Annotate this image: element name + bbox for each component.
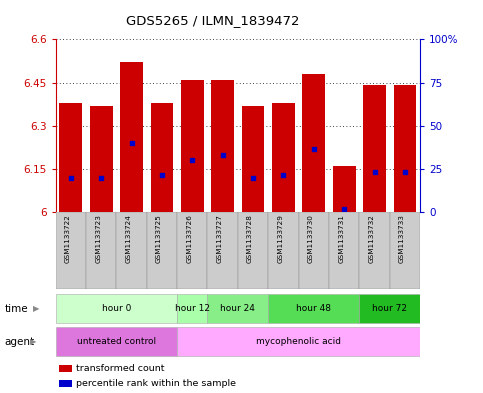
Bar [59, 103, 82, 212]
Bar [181, 80, 204, 212]
Text: hour 24: hour 24 [220, 304, 256, 313]
Bar [86, 212, 116, 289]
Text: ▶: ▶ [33, 304, 39, 313]
Bar [56, 327, 177, 356]
Bar [208, 212, 238, 289]
Text: hour 72: hour 72 [372, 304, 407, 313]
Text: GSM1133723: GSM1133723 [95, 215, 101, 263]
Bar [268, 294, 359, 323]
Bar [56, 212, 86, 289]
Bar [298, 212, 329, 289]
Text: ▶: ▶ [30, 337, 36, 346]
Text: mycophenolic acid: mycophenolic acid [256, 337, 341, 346]
Bar [302, 74, 325, 212]
Bar [359, 294, 420, 323]
Text: GSM1133727: GSM1133727 [217, 215, 223, 263]
Text: time: time [5, 303, 28, 314]
Text: hour 12: hour 12 [175, 304, 210, 313]
Bar [177, 327, 420, 356]
Text: GSM1133722: GSM1133722 [65, 215, 71, 263]
Bar [151, 103, 173, 212]
Text: agent: agent [5, 336, 35, 347]
Text: GSM1133733: GSM1133733 [399, 215, 405, 263]
Text: GSM1133724: GSM1133724 [126, 215, 131, 263]
Bar [59, 380, 72, 387]
Bar [268, 212, 298, 289]
Bar [177, 294, 208, 323]
Bar [177, 212, 208, 289]
Text: hour 48: hour 48 [297, 304, 331, 313]
Bar [147, 212, 177, 289]
Text: untreated control: untreated control [77, 337, 156, 346]
Bar [359, 212, 390, 289]
Bar [59, 365, 72, 372]
Text: GSM1133730: GSM1133730 [308, 215, 314, 263]
Bar [120, 62, 143, 212]
Text: GSM1133732: GSM1133732 [369, 215, 375, 263]
Text: GSM1133728: GSM1133728 [247, 215, 253, 263]
Bar [238, 212, 268, 289]
Text: transformed count: transformed count [76, 364, 164, 373]
Bar [272, 103, 295, 212]
Text: percentile rank within the sample: percentile rank within the sample [76, 379, 236, 388]
Bar [329, 212, 359, 289]
Text: GDS5265 / ILMN_1839472: GDS5265 / ILMN_1839472 [126, 14, 299, 27]
Bar [390, 212, 420, 289]
Bar [208, 294, 268, 323]
Text: GSM1133729: GSM1133729 [277, 215, 284, 263]
Text: hour 0: hour 0 [101, 304, 131, 313]
Bar [363, 85, 386, 212]
Text: GSM1133726: GSM1133726 [186, 215, 192, 263]
Bar [56, 294, 177, 323]
Bar [90, 106, 113, 212]
Bar [211, 80, 234, 212]
Bar [394, 85, 416, 212]
Bar [242, 106, 265, 212]
Text: GSM1133731: GSM1133731 [338, 215, 344, 263]
Text: GSM1133725: GSM1133725 [156, 215, 162, 263]
Bar [116, 212, 147, 289]
Bar [333, 166, 355, 212]
